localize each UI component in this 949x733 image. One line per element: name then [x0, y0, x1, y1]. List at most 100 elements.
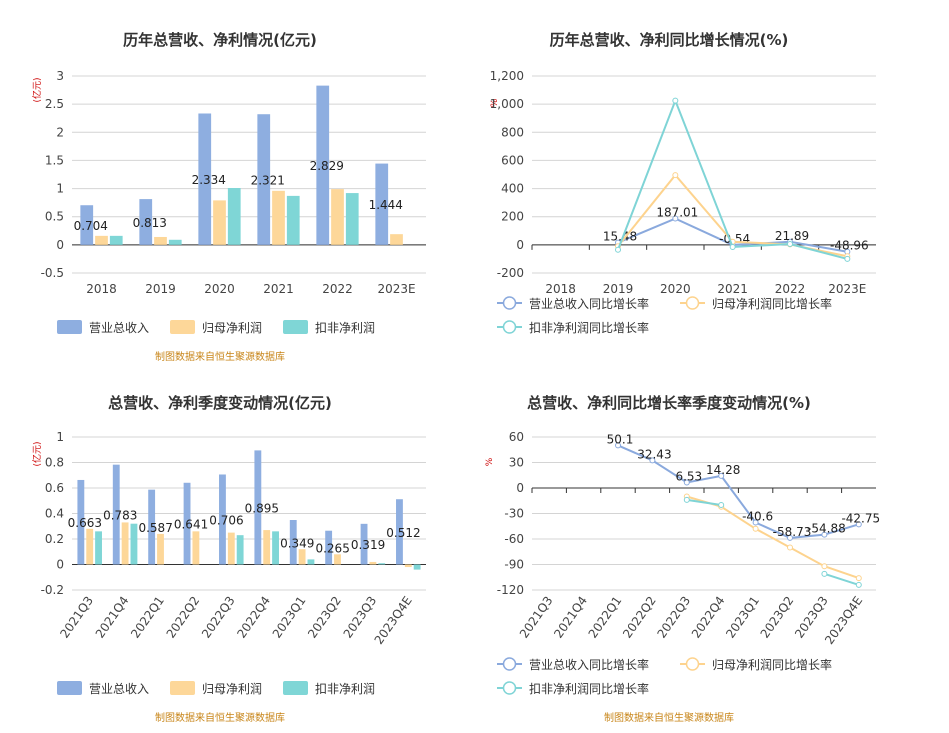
x-tick-label: 2019: [145, 282, 176, 296]
bar-deducted-profit: [378, 563, 386, 565]
data-point: [855, 581, 862, 588]
data-point: [752, 525, 759, 532]
y-tick-label: 0: [56, 238, 64, 252]
bar-revenue: [375, 163, 389, 245]
y-tick-label: -200: [497, 266, 524, 280]
bar-revenue: [80, 205, 94, 245]
x-tick-label: 2023Q1: [723, 594, 762, 641]
bar-data-label: 0.512: [386, 526, 420, 540]
bar-revenue: [139, 199, 153, 245]
x-tick-label: 2022Q4: [689, 594, 728, 641]
x-tick-label: 2022Q2: [164, 594, 203, 641]
data-point: [855, 575, 862, 582]
bar-revenue: [219, 474, 226, 565]
bar-revenue: [148, 489, 156, 565]
data-point: [683, 496, 690, 503]
y-tick-label: 0.6: [45, 481, 64, 495]
data-point: [615, 442, 621, 449]
bar-parent-profit: [154, 236, 167, 245]
bar-parent-profit: [121, 522, 129, 565]
line-data-label: 187.01: [656, 206, 698, 220]
y-tick-label: 0.8: [45, 456, 64, 470]
bar-data-label: 0.663: [68, 516, 102, 530]
legend-swatch: [283, 681, 308, 695]
y-tick-label: 1.5: [45, 153, 64, 167]
bar-data-label: 2.829: [310, 159, 344, 173]
x-tick-label: 2022Q4: [234, 594, 273, 641]
y-tick-label: -120: [497, 583, 524, 597]
bar-deducted-profit: [227, 188, 241, 245]
line-data-label: -40.6: [742, 510, 773, 524]
line-data-label: -54.88: [807, 522, 846, 536]
y-tick-label: 2.5: [45, 97, 64, 111]
y-tick-label: 2: [56, 125, 64, 139]
y-tick-label: 0: [516, 238, 524, 252]
x-tick-label: 2020: [204, 282, 235, 296]
chart-title: 历年总营收、净利同比增长情况(%): [550, 31, 789, 49]
unit-label: (亿元): [31, 441, 43, 466]
bar-deducted-profit: [413, 564, 421, 570]
source-note: 制图数据来自恒生聚源数据库: [155, 350, 285, 363]
line-data-label: 21.89: [775, 229, 809, 243]
bar-data-label: 2.321: [251, 174, 285, 188]
y-tick-label: 1: [56, 430, 64, 444]
data-point: [672, 172, 679, 179]
source-note: 制图数据来自恒生聚源数据库: [155, 711, 285, 724]
bar-revenue: [396, 499, 403, 565]
bar-data-label: 0.641: [174, 518, 208, 532]
data-point: [752, 519, 759, 526]
legend-marker: [685, 296, 700, 310]
bar-data-label: 0.704: [74, 219, 108, 233]
chart-title: 总营收、净利同比增长率季度变动情况(%): [527, 394, 811, 412]
y-tick-label: 30: [509, 456, 524, 470]
data-point: [672, 97, 679, 104]
bar-deducted-profit: [168, 239, 182, 245]
series-line-deducted-profit-growth: [686, 498, 860, 586]
y-tick-label: 0.5: [45, 210, 64, 224]
legend-label: 归母净利润同比增长率: [712, 657, 832, 672]
y-tick-label: 0.4: [45, 507, 64, 521]
bar-revenue: [183, 482, 191, 565]
bar-data-label: 0.813: [133, 216, 167, 230]
annual-revenue-profit-chart: 历年总营收、净利情况(亿元) (亿元) -0.5 0 0.5 1 1.5 2 2.5 3 2018 2…: [31, 31, 426, 363]
data-point: [615, 246, 621, 253]
x-tick-label: 2021Q4: [551, 594, 590, 641]
bar-data-label: 2.334: [192, 173, 226, 187]
bar-parent-profit: [404, 564, 412, 568]
y-tick-label: -0.5: [41, 266, 64, 280]
bar-revenue: [77, 479, 85, 565]
y-tick-label: 1,000: [490, 97, 524, 111]
x-tick-label: 2022Q2: [620, 594, 659, 641]
chart-title: 历年总营收、净利情况(亿元): [123, 31, 317, 49]
unit-label: %: [485, 457, 495, 466]
legend-label: 归母净利润: [202, 321, 262, 335]
line-data-label: -42.75: [841, 511, 880, 525]
unit-label: %: [490, 98, 500, 107]
legend-label: 营业总收入: [89, 682, 149, 696]
bar-revenue: [112, 464, 120, 565]
y-tick-label: 0: [516, 481, 524, 495]
bar-revenue: [254, 450, 262, 565]
bar-data-label: 0.783: [103, 509, 137, 523]
legend-label: 归母净利润: [202, 682, 262, 696]
legend-marker: [502, 320, 517, 334]
legend-label: 营业总收入同比增长率: [529, 657, 649, 672]
x-tick-label: 2023E: [828, 282, 866, 296]
bar-data-label: 0.319: [351, 538, 385, 552]
legend-swatch: [170, 320, 195, 334]
bar-data-label: 0.706: [209, 513, 243, 527]
y-tick-label: 0: [56, 558, 64, 572]
data-point: [718, 502, 725, 508]
bar-parent-profit: [390, 234, 403, 245]
bar-parent-profit: [369, 561, 377, 565]
x-tick-label: 2021Q4: [93, 594, 132, 641]
x-tick-label: 2022Q3: [199, 594, 238, 641]
x-tick-label: 2022Q1: [128, 594, 167, 641]
bar-data-label: 0.587: [138, 521, 172, 535]
bar-parent-profit: [95, 235, 108, 245]
legend-marker: [685, 657, 700, 671]
line-data-label: 50.1: [607, 432, 634, 446]
bar-parent-profit: [86, 528, 94, 565]
x-tick-label: 2021: [717, 282, 748, 296]
annual-growth-chart: 历年总营收、净利同比增长情况(%)% -200 0 200 400 600 800 1,000…: [490, 31, 876, 335]
